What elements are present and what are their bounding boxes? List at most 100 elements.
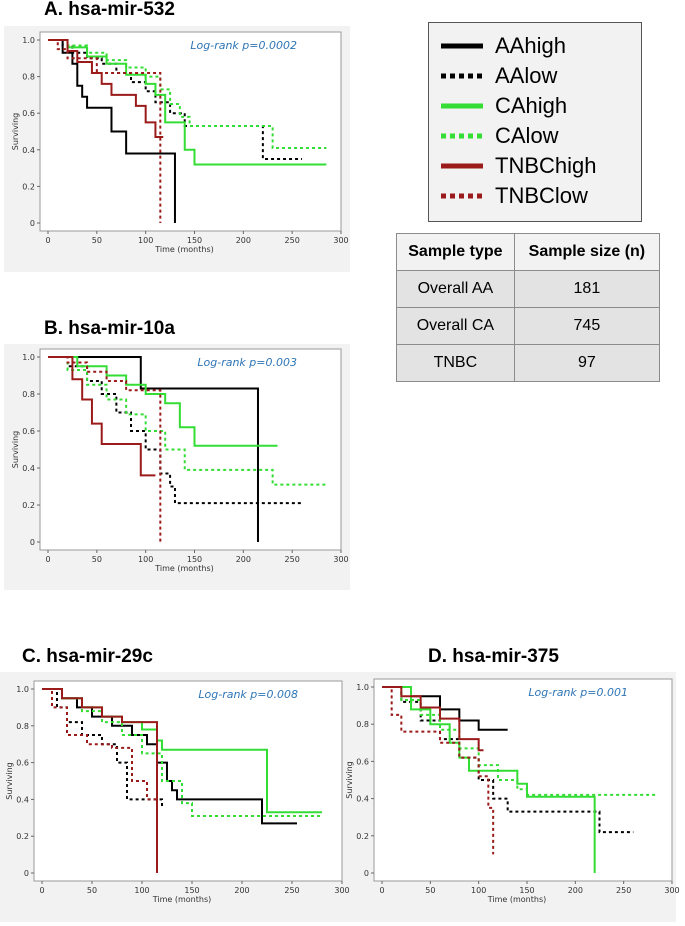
legend-item-cahigh: CAhigh [439,91,567,121]
y-tick-label: 0.8 [22,390,35,399]
plot-area-2 [33,680,343,882]
x-tick-label: 250 [285,555,300,564]
log-rank-annotation: Log-rank p=0.0002 [190,39,297,52]
y-tick-label: 0 [30,219,35,228]
x-tick-label: 100 [134,886,149,895]
x-axis-label: Time (months) [154,564,214,573]
x-tick-label: 150 [184,886,199,895]
y-tick-label: 0 [24,869,29,878]
km-curve-tnbclow [382,686,495,855]
y-axis-label: Surviving [11,113,20,151]
km-curve-calow [48,39,327,149]
y-tick-label: 0.4 [22,146,35,155]
x-tick-label: 50 [92,555,102,564]
y-axis-label: Surviving [5,762,14,800]
km-curve-calow [382,686,658,796]
x-tick-label: 300 [334,886,349,895]
table-header-sample-size: Sample size (n) [513,233,661,271]
km-curve-aahigh [48,39,176,223]
km-curve-cahigh [48,356,278,447]
km-curve-aahigh [48,356,259,542]
y-tick-label: 0.2 [16,832,29,841]
x-tick-label: 200 [568,886,583,895]
x-tick-label: 50 [92,236,102,245]
x-tick-label: 0 [39,886,44,895]
km-curve-tnbclow [48,39,162,223]
y-tick-label: 0 [364,869,369,878]
table-row: Overall AA 181 [396,270,661,308]
y-tick-label: 0.4 [16,795,29,804]
sample-size-table: Sample type Sample size (n) Overall AA 1… [396,233,661,382]
x-tick-label: 100 [138,236,153,245]
legend-swatch-cahigh [441,103,483,109]
panel-a-title: A. hsa-mir-532 [44,0,175,20]
panel-d-title: D. hsa-mir-375 [428,646,559,667]
x-tick-label: 0 [45,555,50,564]
table-cell: Overall CA [396,307,515,345]
x-tick-label: 300 [333,236,348,245]
legend-item-aahigh: AAhigh [439,31,566,61]
legend-label: TNBClow [495,183,588,208]
x-tick-label: 150 [519,886,534,895]
x-tick-label: 250 [285,236,300,245]
x-tick-label: 200 [236,555,251,564]
plot-area-1 [39,348,342,551]
table-row: Overall CA 745 [396,307,661,345]
x-tick-label: 50 [87,886,97,895]
legend-swatch-aalow [441,73,483,79]
legend-label: CAlow [495,123,559,148]
legend-label: AAlow [495,63,558,88]
x-tick-label: 150 [187,555,202,564]
y-tick-label: 0.4 [356,795,369,804]
y-tick-label: 0.6 [22,427,35,436]
x-tick-label: 0 [379,886,384,895]
legend-item-tnbchigh: TNBChigh [439,151,596,181]
y-tick-label: 0.6 [356,757,369,766]
x-tick-label: 300 [333,555,348,564]
table-cell: TNBC [396,344,515,382]
plot-area-3 [373,678,673,882]
table-header-row: Sample type Sample size (n) [396,233,661,271]
y-tick-label: 0.6 [22,109,35,118]
x-axis-label: Time (months) [152,895,212,904]
table-cell: 97 [513,344,661,382]
km-curve-tnbchigh [48,356,156,477]
y-tick-label: 1.0 [356,683,369,692]
y-tick-label: 1.0 [22,353,35,362]
y-axis-label: Surviving [11,431,20,469]
x-tick-label: 300 [664,886,679,895]
legend-swatch-tnbclow [441,193,483,199]
y-tick-label: 0.2 [356,832,369,841]
km-curve-tnbchigh [48,39,164,138]
x-axis-label: Time (months) [154,245,214,254]
legend-item-calow: CAlow [439,121,559,151]
legend-label: CAhigh [495,93,568,118]
panel-c-title: C. hsa-mir-29c [22,646,153,667]
y-tick-label: 0.4 [22,464,35,473]
y-tick-label: 0.2 [22,501,35,510]
log-rank-annotation: Log-rank p=0.008 [198,688,298,701]
legend: AAhigh AAlow CAhigh CAlow TNBChigh TNBCl… [428,22,642,222]
legend-label: AAhigh [495,33,566,58]
x-tick-label: 250 [616,886,631,895]
km-curve-tnbchigh [42,688,158,873]
table-cell: 181 [513,270,661,308]
x-tick-label: 200 [234,886,249,895]
table-cell: 745 [513,307,661,345]
legend-label: TNBChigh [495,153,597,178]
legend-swatch-tnbchigh [441,163,483,169]
x-tick-label: 150 [187,236,202,245]
km-curve-tnbclow [48,356,162,542]
km-curve-tnbchigh [382,686,484,752]
x-tick-label: 100 [138,555,153,564]
y-tick-label: 1.0 [22,36,35,45]
y-tick-label: 0.8 [22,73,35,82]
x-axis-label: Time (months) [487,895,547,904]
legend-swatch-calow [441,133,483,139]
y-tick-label: 0.8 [16,722,29,731]
y-tick-label: 1.0 [16,685,29,694]
table-row: TNBC 97 [396,344,661,382]
x-tick-label: 100 [471,886,486,895]
legend-item-tnbclow: TNBClow [439,181,588,211]
